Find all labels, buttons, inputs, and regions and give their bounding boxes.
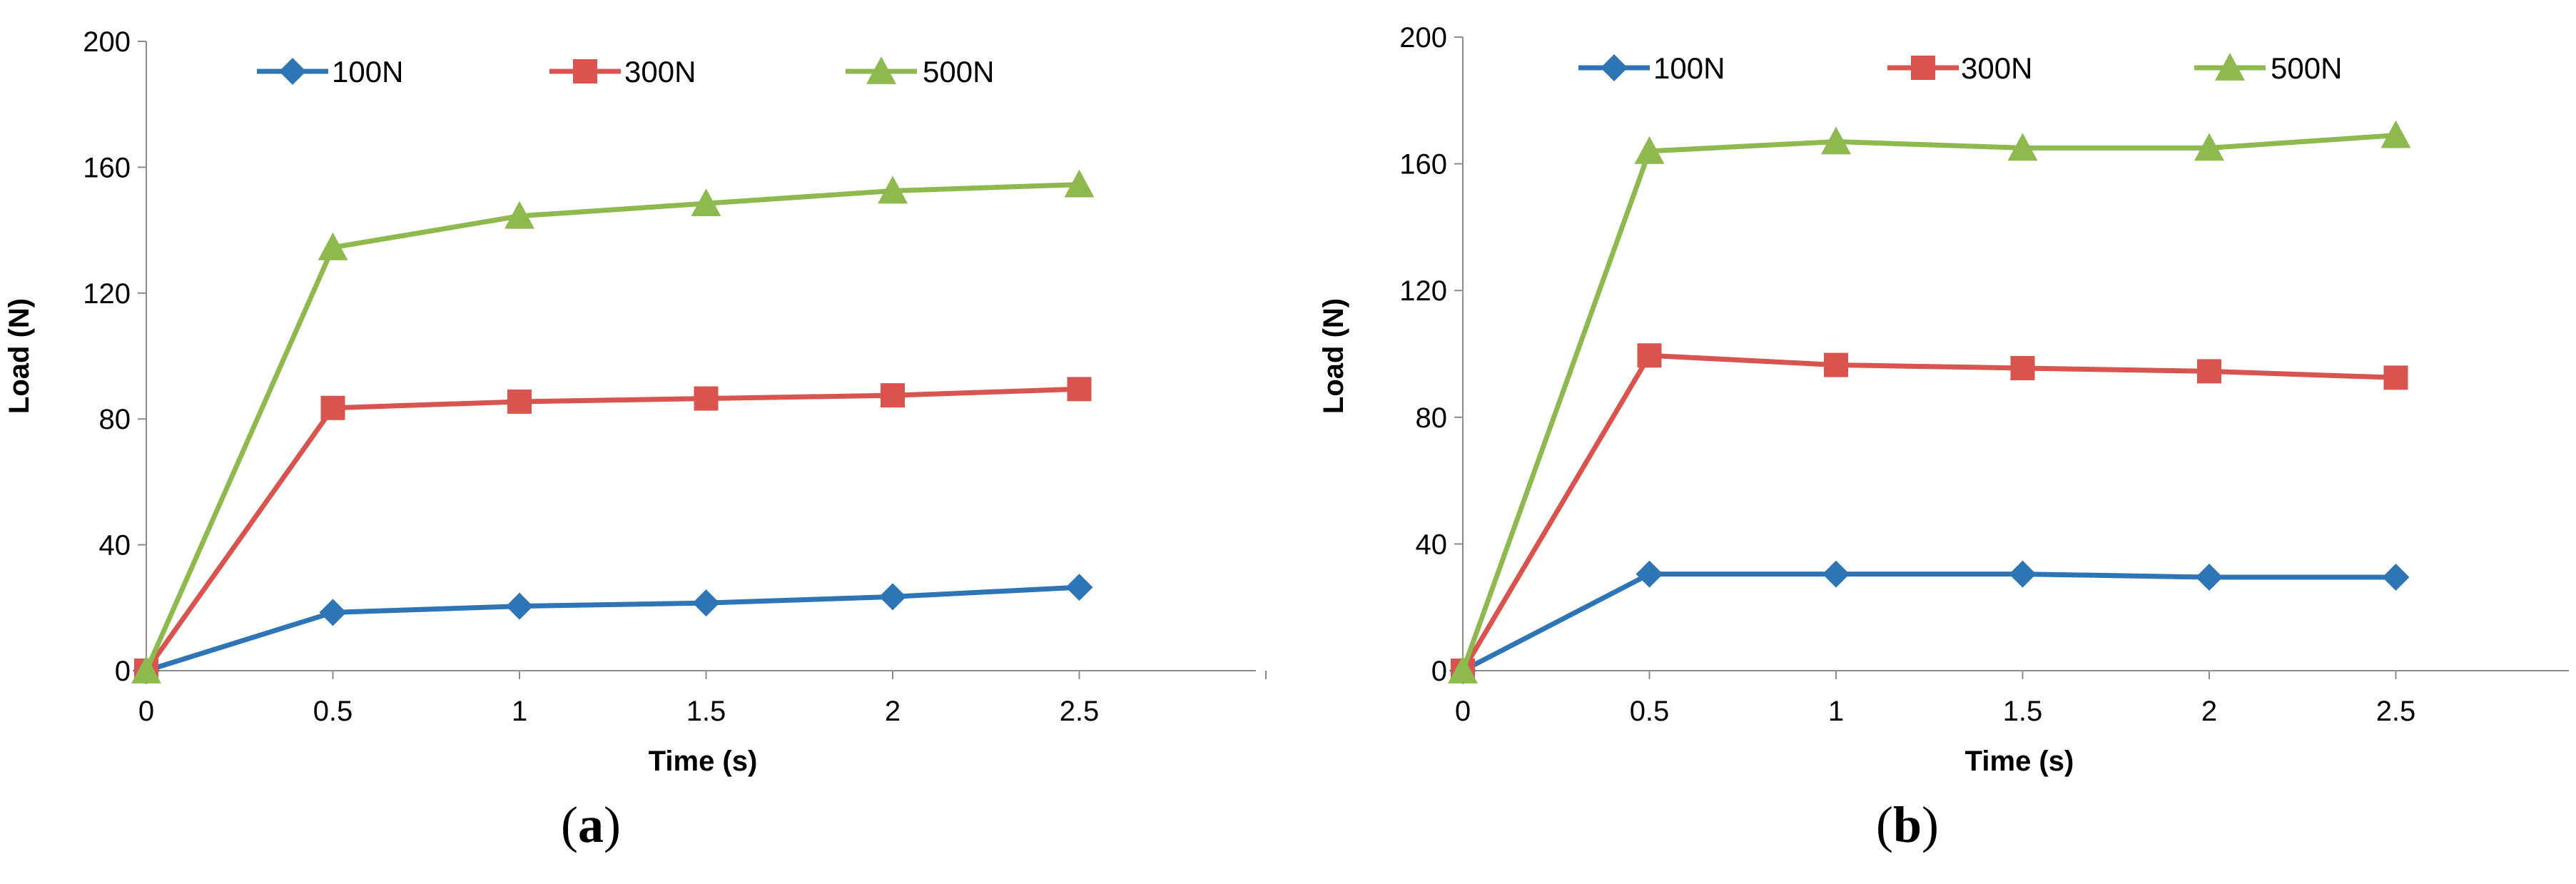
series-line-500N xyxy=(143,182,1080,672)
x-tick-label: 1.5 xyxy=(686,696,726,727)
data-point-500N xyxy=(504,200,534,229)
data-point-100N xyxy=(506,592,533,620)
legend-label-500N: 500N xyxy=(2271,51,2342,85)
data-point-100N xyxy=(2196,564,2223,591)
y-axis-title: Load (N) xyxy=(1318,298,1349,414)
legend-marker-300N xyxy=(1911,56,1935,80)
series-300N xyxy=(1451,343,2408,683)
y-tick-label: 160 xyxy=(1399,149,1447,181)
data-point-100N xyxy=(1636,560,1663,588)
data-point-300N xyxy=(2010,355,2035,380)
data-point-100N xyxy=(2009,560,2037,588)
data-point-500N xyxy=(2007,133,2038,161)
y-axis-title: Load (N) xyxy=(4,298,35,414)
data-point-300N xyxy=(1824,352,1848,377)
panel-label: (b) xyxy=(1876,796,1939,853)
series-line-100N xyxy=(145,584,1080,674)
y-tick-label: 40 xyxy=(1416,529,1448,560)
legend-marker-100N xyxy=(279,58,306,85)
data-point-300N xyxy=(694,386,719,411)
x-tick-label: 0 xyxy=(138,696,154,727)
data-point-100N xyxy=(1065,574,1093,601)
data-point-500N xyxy=(1064,169,1095,198)
data-point-500N xyxy=(691,188,721,216)
data-point-300N xyxy=(1067,377,1092,402)
y-tick-label: 80 xyxy=(99,404,131,435)
x-tick-label: 0.5 xyxy=(313,696,353,727)
x-tick-label: 2.5 xyxy=(1060,696,1100,727)
chart-panel-a: 0 40 80 120 160 200 0 0.5 1 1.5 2 2.5 Load (N) Time (… xyxy=(4,26,1267,853)
x-tick-label: 2.5 xyxy=(2376,696,2416,727)
data-point-500N xyxy=(131,656,161,684)
data-point-500N xyxy=(1634,136,1665,164)
x-tick-label: 1 xyxy=(1828,696,1844,727)
y-tick-label: 120 xyxy=(1399,275,1447,307)
x-tick-label: 2 xyxy=(885,696,901,727)
legend-marker-500N xyxy=(2215,53,2245,81)
legend-marker-300N xyxy=(573,59,597,83)
series-line-100N xyxy=(1461,571,2396,674)
data-point-300N xyxy=(320,395,345,420)
data-point-500N xyxy=(2380,120,2411,148)
x-tick-label: 0.5 xyxy=(1630,696,1670,727)
legend-marker-500N xyxy=(866,56,896,84)
data-point-500N xyxy=(2194,133,2224,161)
y-tick-label: 200 xyxy=(83,26,131,58)
legend-label-100N: 100N xyxy=(1653,51,1725,85)
data-point-500N xyxy=(1821,126,1851,155)
x-tick-label: 1.5 xyxy=(2003,696,2043,727)
data-point-500N xyxy=(878,176,908,204)
data-point-500N xyxy=(318,232,348,260)
data-point-300N xyxy=(1637,343,1662,368)
series-300N xyxy=(134,377,1092,683)
legend-label-500N: 500N xyxy=(923,55,994,88)
legend-marker-100N xyxy=(1601,54,1628,81)
series-line-300N xyxy=(1460,352,2396,672)
data-point-300N xyxy=(2197,359,2221,384)
x-tick-label: 1 xyxy=(512,696,527,727)
series-500N xyxy=(131,169,1095,684)
panel-label: (a) xyxy=(561,796,621,853)
x-axis-title: Time (s) xyxy=(1965,746,2074,777)
series-line-300N xyxy=(144,386,1080,673)
series-100N xyxy=(133,574,1093,684)
data-point-100N xyxy=(879,583,906,611)
data-point-100N xyxy=(692,589,720,617)
series-line-500N xyxy=(1460,133,2396,672)
data-point-100N xyxy=(319,599,347,626)
legend-label-100N: 100N xyxy=(332,55,403,88)
data-point-300N xyxy=(507,389,532,414)
y-tick-label: 200 xyxy=(1399,22,1447,54)
legend-label-300N: 300N xyxy=(624,55,696,88)
chart-panel-b: 0 40 80 120 160 200 0 0.5 1 1.5 2 2.5 Load (N) Time (… xyxy=(1318,22,2569,853)
y-tick-label: 120 xyxy=(83,278,131,310)
x-axis-title: Time (s) xyxy=(649,746,758,777)
y-tick-label: 40 xyxy=(99,530,131,562)
x-tick-label: 0 xyxy=(1455,696,1471,727)
x-tick-label: 2 xyxy=(2201,696,2217,727)
series-100N xyxy=(1449,560,2410,684)
y-tick-label: 80 xyxy=(1416,402,1448,434)
series-500N xyxy=(1448,120,2411,684)
data-point-300N xyxy=(881,383,905,408)
y-tick-label: 0 xyxy=(115,656,131,687)
legend-label-300N: 300N xyxy=(1961,51,2032,85)
y-tick-label: 0 xyxy=(1431,656,1447,687)
data-point-500N xyxy=(1448,656,1478,684)
y-tick-label: 160 xyxy=(83,152,131,183)
data-point-100N xyxy=(1822,560,1850,588)
data-point-300N xyxy=(2383,365,2408,390)
data-point-100N xyxy=(2382,564,2410,591)
